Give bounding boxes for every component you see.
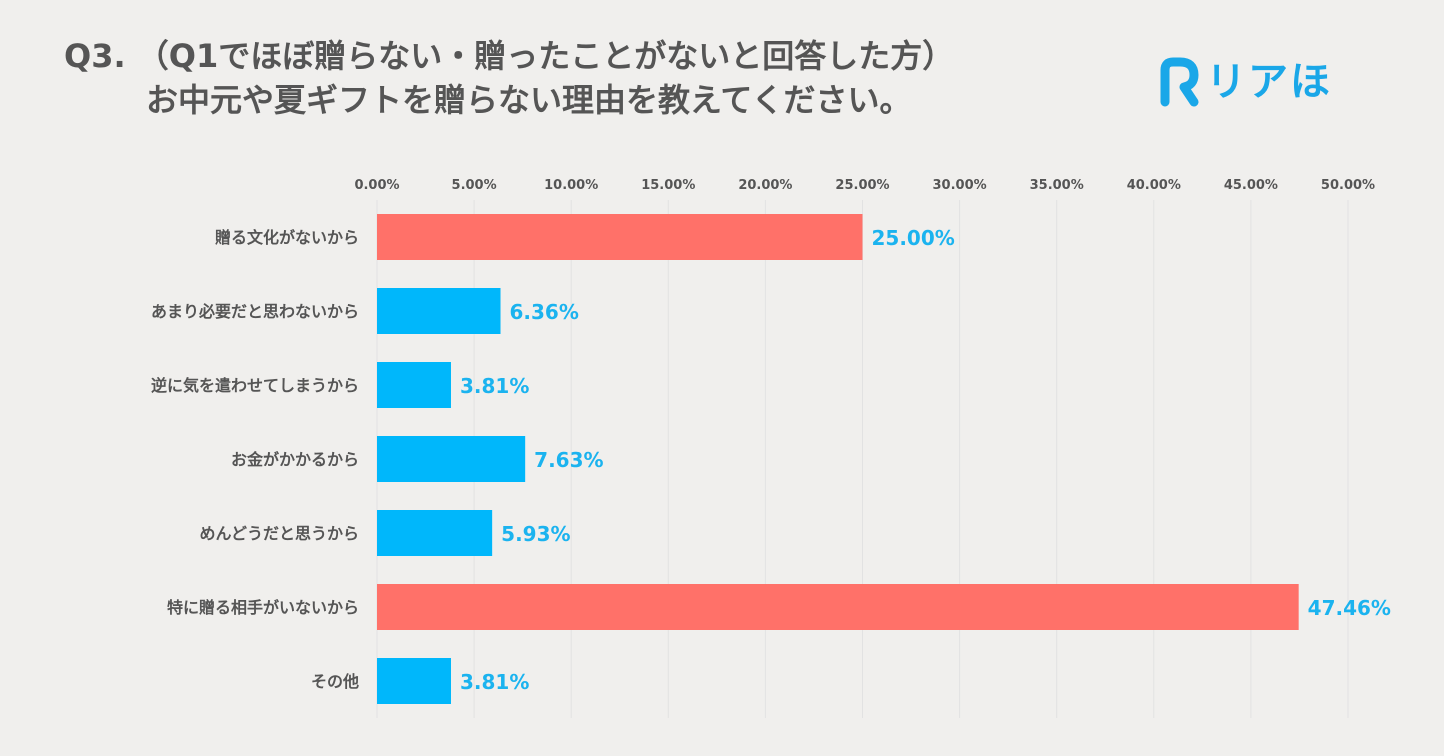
bar <box>377 584 1299 630</box>
category-label: めんどうだと思うから <box>199 524 359 543</box>
data-label: 25.00% <box>872 226 955 250</box>
logo-r-mark-icon <box>1160 57 1199 107</box>
category-label: その他 <box>311 672 359 691</box>
x-tick-label: 20.00% <box>738 178 792 193</box>
x-tick-label: 5.00% <box>452 178 497 193</box>
data-label: 3.81% <box>460 374 529 398</box>
x-tick-label: 50.00% <box>1321 178 1375 193</box>
category-label: 特に贈る相手がいないから <box>167 598 359 617</box>
category-label: あまり必要だと思わないから <box>151 302 359 321</box>
logo-text: リアほ <box>1206 59 1332 105</box>
bar <box>377 362 451 408</box>
bar <box>377 288 501 334</box>
brand-logo: リアほ <box>1156 52 1346 112</box>
x-tick-label: 0.00% <box>354 178 399 193</box>
x-tick-label: 10.00% <box>544 178 598 193</box>
x-tick-label: 35.00% <box>1030 178 1084 193</box>
data-label: 47.46% <box>1308 596 1391 620</box>
chart-title: Q3. （Q1でほぼ贈らない・贈ったことがないと回答した方） お中元や夏ギフトを… <box>64 34 1124 122</box>
category-label: お金がかかるから <box>231 450 359 469</box>
bar <box>377 436 526 482</box>
x-tick-label: 25.00% <box>835 178 889 193</box>
x-tick-label: 45.00% <box>1224 178 1278 193</box>
chart-title-line-1: Q3. （Q1でほぼ贈らない・贈ったことがないと回答した方） <box>64 37 955 75</box>
bar <box>377 658 451 704</box>
chart-title-line-2: お中元や夏ギフトを贈らない理由を教えてください。 <box>146 81 912 119</box>
x-tick-label: 15.00% <box>641 178 695 193</box>
x-tick-label: 30.00% <box>933 178 987 193</box>
category-label: 逆に気を遣わせてしまうから <box>151 376 359 395</box>
bar <box>377 510 493 556</box>
bar <box>377 214 863 260</box>
x-tick-label: 40.00% <box>1127 178 1181 193</box>
category-label: 贈る文化がないから <box>215 228 359 247</box>
data-label: 3.81% <box>460 670 529 694</box>
data-label: 7.63% <box>534 448 603 472</box>
data-label: 6.36% <box>510 300 579 324</box>
data-label: 5.93% <box>501 522 570 546</box>
